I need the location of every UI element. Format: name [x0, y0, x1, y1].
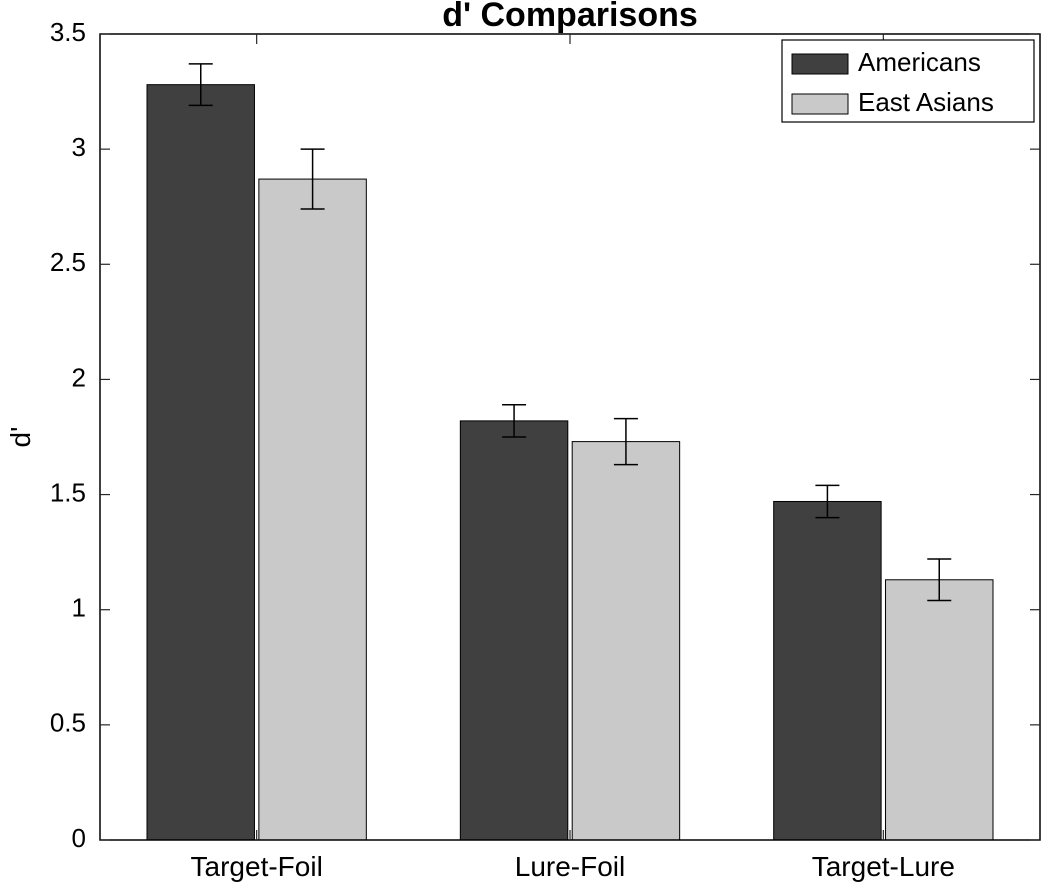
y-tick-label: 1 [72, 593, 86, 623]
bar [460, 421, 567, 840]
dprime-bar-chart: 0 0.5 1 1.5 2 2.5 3 3.5 Target-Foil Lure-Foil Targ… [0, 0, 1050, 890]
bar [774, 501, 881, 840]
y-tick-label: 0 [72, 823, 86, 853]
x-tick-label: Lure-Foil [515, 851, 625, 882]
legend-swatch [792, 94, 848, 114]
legend-swatch [792, 54, 848, 74]
legend: Americans East Asians [782, 40, 1034, 122]
bar [147, 85, 254, 840]
x-tick-label: Target-Lure [812, 851, 955, 882]
y-tick-label: 2.5 [50, 247, 86, 277]
chart-title: d' Comparisons [442, 0, 698, 34]
bar [572, 442, 679, 840]
bar [259, 179, 366, 840]
legend-label: East Asians [858, 87, 994, 117]
bar [886, 580, 993, 840]
x-tick-label: Target-Foil [191, 851, 323, 882]
y-tick-label: 3.5 [50, 17, 86, 47]
y-tick-label: 2 [72, 362, 86, 392]
y-tick-label: 3 [72, 132, 86, 162]
chart-container: 0 0.5 1 1.5 2 2.5 3 3.5 Target-Foil Lure-Foil Targ… [0, 0, 1050, 890]
legend-label: Americans [858, 47, 981, 77]
y-axis-label: d' [5, 427, 36, 448]
y-tick-label: 0.5 [50, 708, 86, 738]
y-tick-label: 1.5 [50, 477, 86, 507]
